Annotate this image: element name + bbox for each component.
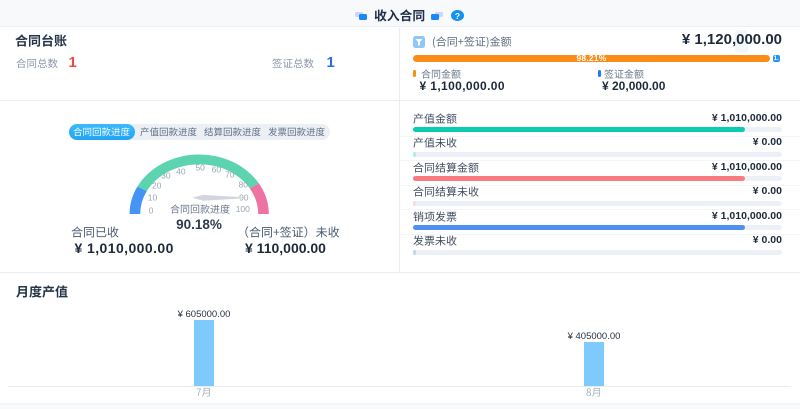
svg-text:100: 100	[236, 204, 250, 214]
svg-text:40: 40	[176, 166, 186, 176]
svg-text:70: 70	[225, 170, 235, 180]
svg-text:20: 20	[152, 180, 162, 190]
svg-text:80: 80	[239, 179, 249, 189]
svg-text:50: 50	[195, 163, 205, 173]
svg-text:0: 0	[149, 205, 154, 215]
svg-text:30: 30	[161, 171, 171, 181]
svg-text:60: 60	[212, 165, 222, 175]
svg-text:10: 10	[148, 192, 158, 202]
